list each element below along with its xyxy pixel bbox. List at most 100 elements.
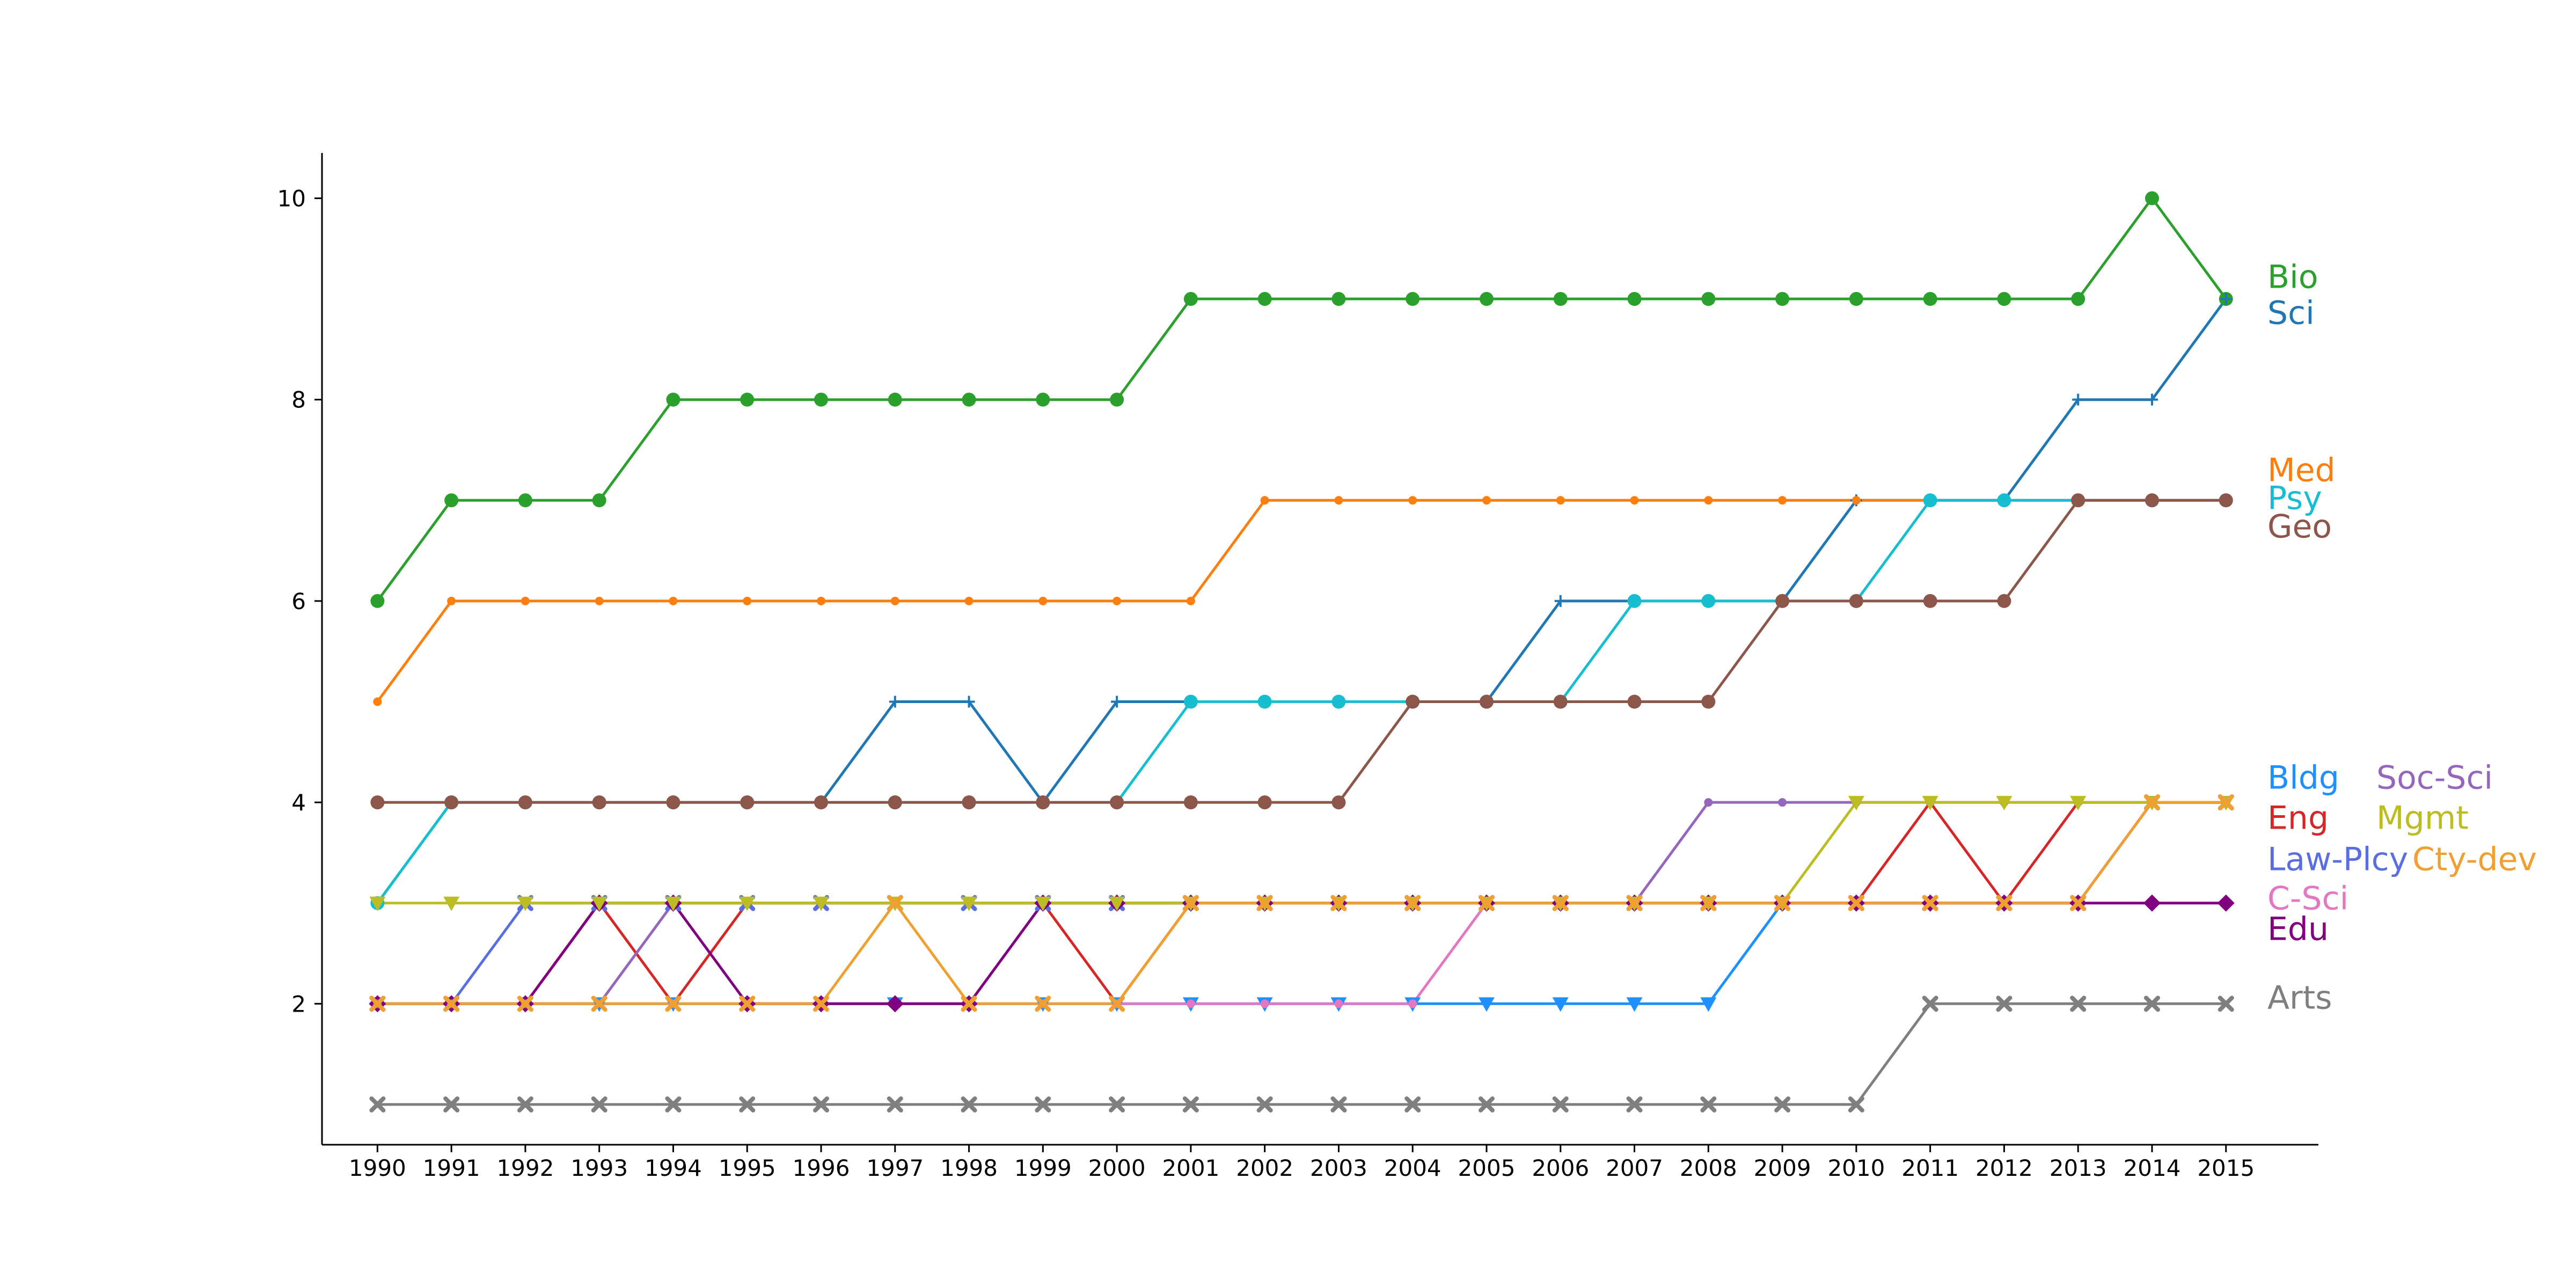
data-point-arts xyxy=(739,1096,756,1113)
data-point-geo xyxy=(666,795,680,810)
y-tick-label: 6 xyxy=(291,588,306,614)
data-point-c-sci xyxy=(1334,999,1343,1008)
data-point-arts xyxy=(665,1096,682,1113)
data-point-cty-dev xyxy=(1404,895,1421,911)
data-point-geo xyxy=(1036,795,1050,810)
data-point-arts xyxy=(1035,1096,1051,1113)
data-point-med xyxy=(964,596,974,605)
data-point-mgmt xyxy=(1996,796,2012,811)
data-point-edu xyxy=(886,995,904,1013)
data-point-sci xyxy=(2220,293,2232,305)
data-point-arts xyxy=(2144,996,2160,1012)
data-point-geo xyxy=(2145,493,2159,508)
x-tick-label: 2011 xyxy=(1901,1155,1959,1181)
data-point-psy xyxy=(1701,594,1716,608)
data-point-cty-dev xyxy=(1552,895,1569,911)
data-point-cty-dev xyxy=(1330,895,1347,911)
data-point-soc-sci xyxy=(1778,798,1787,807)
data-point-arts xyxy=(443,1096,460,1113)
data-point-med xyxy=(1186,596,1195,605)
data-point-cty-dev xyxy=(1996,895,2012,911)
data-point-cty-dev xyxy=(2144,794,2160,811)
x-tick-label: 1995 xyxy=(719,1155,776,1181)
series-label-bio: Bio xyxy=(2267,259,2318,296)
data-point-mgmt xyxy=(443,896,460,911)
data-point-arts xyxy=(887,1096,903,1113)
series-label-sci: Sci xyxy=(2267,295,2315,332)
data-point-geo xyxy=(518,795,532,810)
data-point-bio xyxy=(1406,292,1420,306)
data-point-med xyxy=(447,596,456,605)
data-point-cty-dev xyxy=(369,996,386,1012)
series-line-edu xyxy=(377,902,2226,1005)
data-point-arts xyxy=(1256,1096,1273,1113)
data-point-med xyxy=(1704,496,1713,505)
data-point-bio xyxy=(592,493,606,508)
data-point-sci xyxy=(889,696,901,708)
series-line-geo xyxy=(377,499,2226,804)
data-point-sci xyxy=(1554,595,1567,607)
data-point-mgmt xyxy=(665,896,682,911)
data-point-mgmt xyxy=(1848,796,1864,811)
data-point-sci xyxy=(963,696,975,708)
x-tick-label: 2001 xyxy=(1162,1155,1219,1181)
series-label-edu: Edu xyxy=(2267,911,2329,948)
data-point-cty-dev xyxy=(1035,996,1051,1012)
data-point-arts xyxy=(1774,1096,1791,1113)
data-point-cty-dev xyxy=(813,996,829,1012)
data-point-psy xyxy=(1183,694,1198,709)
data-point-geo xyxy=(1406,694,1420,709)
data-point-sci xyxy=(2072,393,2084,406)
data-point-geo xyxy=(888,795,902,810)
data-point-cty-dev xyxy=(517,996,533,1012)
data-point-med xyxy=(373,697,382,706)
data-point-cty-dev xyxy=(1109,996,1125,1012)
y-tick-label: 10 xyxy=(277,185,306,211)
data-point-edu xyxy=(2143,894,2161,912)
data-point-arts xyxy=(517,1096,533,1113)
data-point-geo xyxy=(1110,795,1124,810)
series-label-cty-dev: Cty-dev xyxy=(2412,841,2537,879)
data-point-arts xyxy=(1996,996,2012,1012)
x-tick-label: 2004 xyxy=(1384,1155,1441,1181)
series-line-cty-dev xyxy=(377,801,2226,1005)
data-point-geo xyxy=(1701,694,1716,709)
data-point-bio xyxy=(1627,292,1642,306)
x-tick-label: 1991 xyxy=(423,1155,480,1181)
data-point-arts xyxy=(1182,1096,1199,1113)
data-point-cty-dev xyxy=(1774,895,1791,911)
data-point-bio xyxy=(1701,292,1716,306)
data-point-bio xyxy=(2145,191,2159,206)
data-point-mgmt xyxy=(2070,796,2087,811)
data-point-cty-dev xyxy=(1256,895,1273,911)
data-point-mgmt xyxy=(517,896,533,911)
data-point-geo xyxy=(1775,594,1790,608)
data-point-geo xyxy=(444,795,459,810)
series-label-geo: Geo xyxy=(2267,508,2332,546)
data-point-geo xyxy=(740,795,755,810)
x-tick-label: 1992 xyxy=(496,1155,554,1181)
data-point-arts xyxy=(369,1096,386,1113)
data-point-med xyxy=(1113,596,1122,605)
series-label-bldg: Bldg xyxy=(2267,759,2339,797)
data-point-bio xyxy=(444,493,459,508)
data-point-cty-dev xyxy=(2218,794,2234,811)
data-point-bldg xyxy=(1626,997,1643,1012)
x-tick-label: 2015 xyxy=(2197,1155,2255,1181)
x-tick-label: 2005 xyxy=(1458,1155,1516,1181)
data-point-cty-dev xyxy=(739,996,756,1012)
x-tick-label: 1990 xyxy=(349,1155,406,1181)
data-point-geo xyxy=(1257,795,1272,810)
data-point-mgmt xyxy=(1109,896,1125,911)
data-point-arts xyxy=(1552,1096,1569,1113)
series-markers xyxy=(369,191,2235,1113)
x-tick-label: 2003 xyxy=(1310,1155,1367,1181)
data-point-med xyxy=(817,596,825,605)
data-point-geo xyxy=(1480,694,1494,709)
x-tick-label: 2008 xyxy=(1680,1155,1737,1181)
data-point-bio xyxy=(370,594,385,608)
x-tick-label: 2013 xyxy=(2050,1155,2107,1181)
data-point-geo xyxy=(1627,694,1642,709)
x-tick-label: 2007 xyxy=(1606,1155,1663,1181)
